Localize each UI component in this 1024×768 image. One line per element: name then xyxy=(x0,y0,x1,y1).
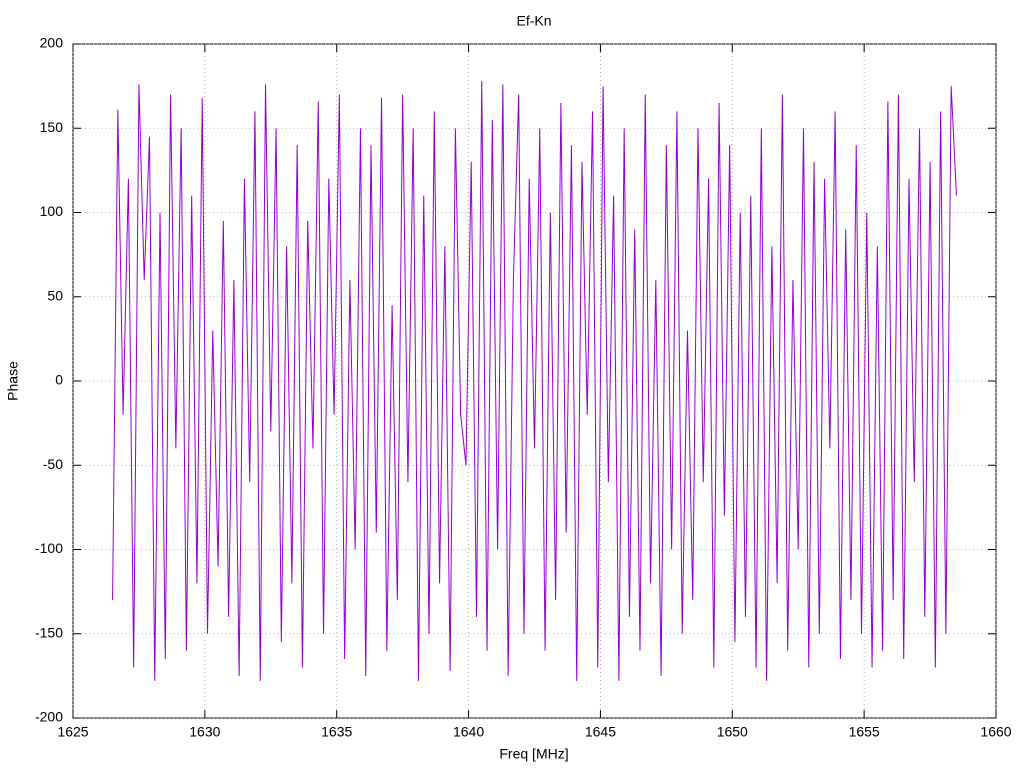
x-tick-label: 1655 xyxy=(849,724,880,740)
x-tick-label: 1625 xyxy=(57,724,88,740)
x-tick-label: 1630 xyxy=(189,724,220,740)
x-tick-label: 1640 xyxy=(453,724,484,740)
y-axis-label: Phase xyxy=(5,361,21,401)
x-tick-label: 1635 xyxy=(321,724,352,740)
y-tick-label: 150 xyxy=(40,119,64,135)
y-tick-label: 0 xyxy=(55,372,63,388)
x-tick-label: 1650 xyxy=(717,724,748,740)
y-tick-label: 50 xyxy=(47,287,63,303)
y-tick-label: -150 xyxy=(35,624,63,640)
x-axis-label: Freq [MHz] xyxy=(499,746,568,762)
chart-title: Ef-Kn xyxy=(516,13,551,29)
y-tick-label: -50 xyxy=(43,456,63,472)
data-line xyxy=(112,81,957,681)
y-tick-label: 200 xyxy=(40,35,64,51)
y-tick-label: -200 xyxy=(35,709,63,725)
x-tick-label: 1645 xyxy=(585,724,616,740)
y-tick-label: 100 xyxy=(40,203,64,219)
y-tick-label: -100 xyxy=(35,540,63,556)
x-tick-label: 1660 xyxy=(980,724,1011,740)
